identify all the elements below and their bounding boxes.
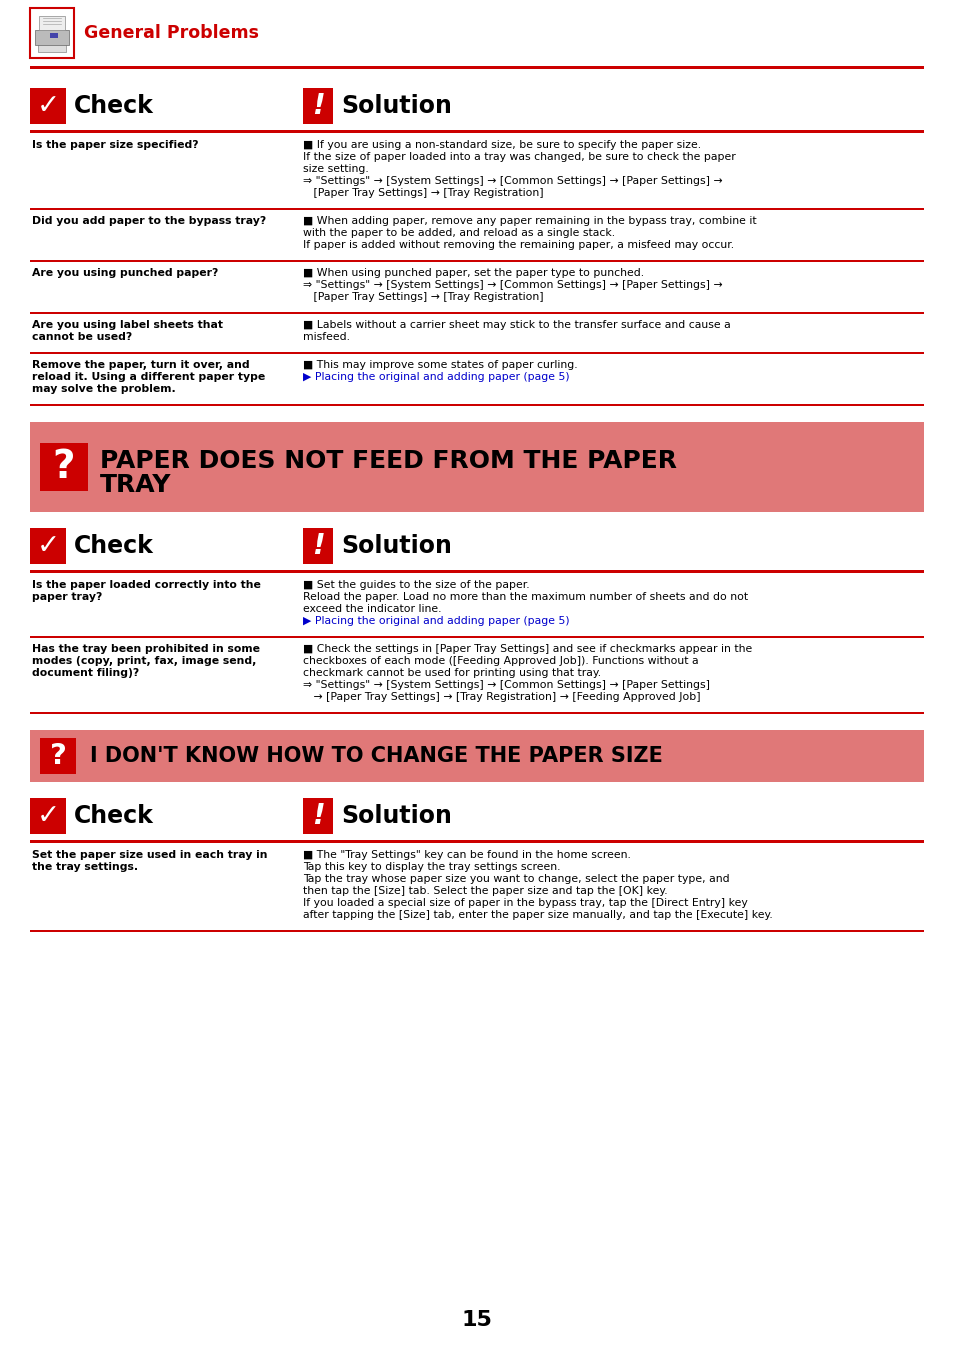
Bar	[30, 88, 66, 124]
Bar	[30, 66, 923, 69]
Bar	[30, 8, 74, 58]
Bar	[38, 45, 66, 53]
Text: ▶ Placing the original and adding paper (page 5): ▶ Placing the original and adding paper …	[303, 373, 569, 382]
Text: Set the paper size used in each tray in: Set the paper size used in each tray in	[32, 850, 267, 860]
Bar	[30, 730, 923, 782]
Text: reload it. Using a different paper type: reload it. Using a different paper type	[32, 373, 265, 382]
Text: then tap the [Size] tab. Select the paper size and tap the [OK] key.: then tap the [Size] tab. Select the pape…	[303, 886, 667, 896]
Text: ■ When using punched paper, set the paper type to punched.: ■ When using punched paper, set the pape…	[303, 269, 643, 278]
Text: ⇒ "Settings" → [System Settings] → [Common Settings] → [Paper Settings] →: ⇒ "Settings" → [System Settings] → [Comm…	[303, 279, 721, 290]
Text: ⇒ "Settings" → [System Settings] → [Common Settings] → [Paper Settings]: ⇒ "Settings" → [System Settings] → [Comm…	[303, 680, 709, 690]
Text: Is the paper loaded correctly into the: Is the paper loaded correctly into the	[32, 580, 260, 590]
Bar	[303, 798, 333, 834]
Text: Is the paper size specified?: Is the paper size specified?	[32, 140, 198, 150]
Bar	[30, 352, 923, 354]
Text: checkmark cannot be used for printing using that tray.: checkmark cannot be used for printing us…	[303, 668, 600, 678]
Text: ■ Check the settings in [Paper Tray Settings] and see if checkmarks appear in th: ■ Check the settings in [Paper Tray Sett…	[303, 644, 752, 653]
Bar	[30, 840, 923, 842]
Text: exceed the indicator line.: exceed the indicator line.	[303, 603, 441, 614]
Bar	[30, 570, 923, 572]
Text: ■ This may improve some states of paper curling.: ■ This may improve some states of paper …	[303, 360, 577, 370]
Bar	[30, 404, 923, 405]
Text: !: !	[312, 532, 324, 560]
Text: ▶ Placing the original and adding paper (page 5): ▶ Placing the original and adding paper …	[303, 616, 569, 626]
Text: Are you using label sheets that: Are you using label sheets that	[32, 320, 223, 329]
Text: → [Paper Tray Settings] → [Tray Registration] → [Feeding Approved Job]: → [Paper Tray Settings] → [Tray Registra…	[303, 693, 700, 702]
Text: ■ When adding paper, remove any paper remaining in the bypass tray, combine it: ■ When adding paper, remove any paper re…	[303, 216, 756, 225]
Text: !: !	[312, 802, 324, 830]
Text: ⇒ "Settings" → [System Settings] → [Common Settings] → [Paper Settings] →: ⇒ "Settings" → [System Settings] → [Comm…	[303, 176, 721, 186]
Text: size setting.: size setting.	[303, 163, 369, 174]
Text: the tray settings.: the tray settings.	[32, 863, 138, 872]
Text: Are you using punched paper?: Are you using punched paper?	[32, 269, 218, 278]
Bar	[30, 130, 923, 132]
Text: If you loaded a special size of paper in the bypass tray, tap the [Direct Entry]: If you loaded a special size of paper in…	[303, 898, 747, 909]
Text: 15: 15	[461, 1310, 492, 1330]
Text: modes (copy, print, fax, image send,: modes (copy, print, fax, image send,	[32, 656, 256, 666]
Bar	[30, 208, 923, 209]
Bar	[30, 636, 923, 637]
Text: TRAY: TRAY	[100, 472, 172, 497]
Text: ?: ?	[52, 448, 75, 486]
Bar	[39, 16, 65, 30]
Text: ■ Set the guides to the size of the paper.: ■ Set the guides to the size of the pape…	[303, 580, 529, 590]
Text: Did you add paper to the bypass tray?: Did you add paper to the bypass tray?	[32, 216, 266, 225]
Text: ■ The "Tray Settings" key can be found in the home screen.: ■ The "Tray Settings" key can be found i…	[303, 850, 630, 860]
Bar	[30, 261, 923, 262]
Text: Reload the paper. Load no more than the maximum number of sheets and do not: Reload the paper. Load no more than the …	[303, 593, 747, 602]
Bar	[303, 88, 333, 124]
Text: Check: Check	[74, 95, 153, 117]
Text: may solve the problem.: may solve the problem.	[32, 383, 175, 394]
Text: document filing)?: document filing)?	[32, 668, 139, 678]
Bar	[40, 738, 76, 774]
Text: ■ If you are using a non-standard size, be sure to specify the paper size.: ■ If you are using a non-standard size, …	[303, 140, 700, 150]
Bar	[30, 312, 923, 313]
Text: ✓: ✓	[36, 802, 59, 830]
Text: ?: ?	[50, 743, 67, 770]
Bar	[30, 423, 923, 512]
Text: Check: Check	[74, 535, 153, 558]
Bar	[50, 32, 58, 38]
Text: I DON'T KNOW HOW TO CHANGE THE PAPER SIZE: I DON'T KNOW HOW TO CHANGE THE PAPER SIZ…	[90, 747, 662, 765]
Text: ■ Labels without a carrier sheet may stick to the transfer surface and cause a: ■ Labels without a carrier sheet may sti…	[303, 320, 730, 329]
Text: Solution: Solution	[340, 535, 452, 558]
Text: Solution: Solution	[340, 805, 452, 828]
Text: If paper is added without removing the remaining paper, a misfeed may occur.: If paper is added without removing the r…	[303, 240, 734, 250]
Bar	[35, 30, 69, 45]
Text: cannot be used?: cannot be used?	[32, 332, 132, 342]
Text: !: !	[312, 92, 324, 120]
Text: PAPER DOES NOT FEED FROM THE PAPER: PAPER DOES NOT FEED FROM THE PAPER	[100, 450, 677, 472]
Text: misfeed.: misfeed.	[303, 332, 350, 342]
Text: General Problems: General Problems	[84, 24, 258, 42]
Bar	[30, 798, 66, 834]
Text: [Paper Tray Settings] → [Tray Registration]: [Paper Tray Settings] → [Tray Registrati…	[303, 188, 543, 198]
Bar	[40, 443, 88, 491]
Text: ✓: ✓	[36, 532, 59, 560]
Text: ✓: ✓	[36, 92, 59, 120]
Text: checkboxes of each mode ([Feeding Approved Job]). Functions without a: checkboxes of each mode ([Feeding Approv…	[303, 656, 698, 666]
Text: paper tray?: paper tray?	[32, 593, 102, 602]
Text: after tapping the [Size] tab, enter the paper size manually, and tap the [Execut: after tapping the [Size] tab, enter the …	[303, 910, 772, 919]
Text: Tap this key to display the tray settings screen.: Tap this key to display the tray setting…	[303, 863, 560, 872]
Text: Check: Check	[74, 805, 153, 828]
Bar	[303, 528, 333, 564]
Text: Has the tray been prohibited in some: Has the tray been prohibited in some	[32, 644, 260, 653]
Bar	[30, 711, 923, 714]
Bar	[30, 528, 66, 564]
Text: If the size of paper loaded into a tray was changed, be sure to check the paper: If the size of paper loaded into a tray …	[303, 153, 735, 162]
Text: Solution: Solution	[340, 95, 452, 117]
Text: Tap the tray whose paper size you want to change, select the paper type, and: Tap the tray whose paper size you want t…	[303, 873, 729, 884]
Text: with the paper to be added, and reload as a single stack.: with the paper to be added, and reload a…	[303, 228, 615, 238]
Bar	[30, 930, 923, 932]
Text: [Paper Tray Settings] → [Tray Registration]: [Paper Tray Settings] → [Tray Registrati…	[303, 292, 543, 302]
Text: Remove the paper, turn it over, and: Remove the paper, turn it over, and	[32, 360, 250, 370]
